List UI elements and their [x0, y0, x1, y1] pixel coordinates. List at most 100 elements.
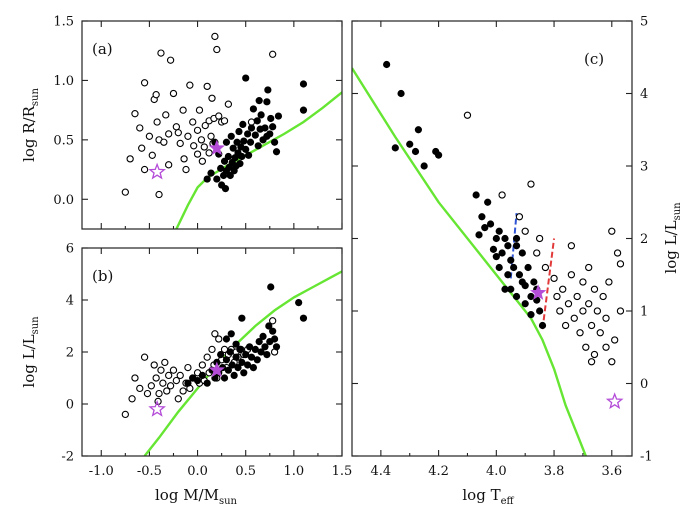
- filled-point: [240, 369, 248, 377]
- filled-point: [484, 198, 492, 206]
- filled-point: [251, 345, 259, 353]
- filled-point: [406, 140, 414, 148]
- open-point: [208, 94, 216, 102]
- filled-point: [257, 348, 265, 356]
- open-point: [550, 274, 558, 283]
- filled-point: [507, 256, 515, 264]
- open-point: [165, 130, 173, 138]
- open-point: [211, 330, 219, 338]
- y-tick-label: 4: [640, 87, 648, 102]
- filled-point: [232, 340, 240, 348]
- filled-point: [512, 234, 521, 243]
- open-point: [269, 317, 277, 325]
- filled-point: [492, 253, 500, 261]
- open-point: [136, 124, 144, 132]
- filled-point: [203, 379, 211, 387]
- open-point: [535, 234, 544, 243]
- filled-point: [244, 151, 253, 159]
- open-point: [195, 106, 204, 114]
- filled-point: [411, 147, 420, 156]
- filled-point: [221, 184, 230, 193]
- open-point: [176, 371, 184, 380]
- y-tick-label: 1.5: [53, 15, 74, 30]
- open-point: [148, 151, 156, 159]
- y-tick-label: 0.0: [53, 193, 74, 208]
- filled-point: [434, 151, 443, 159]
- filled-point: [251, 131, 259, 139]
- filled-point: [246, 138, 255, 146]
- open-point: [176, 139, 184, 148]
- open-point: [527, 180, 535, 188]
- filled-point: [249, 364, 258, 372]
- open-point: [126, 155, 134, 163]
- open-point: [205, 149, 213, 157]
- filled-point: [510, 263, 518, 272]
- open-point: [186, 81, 194, 89]
- open-point: [179, 387, 187, 395]
- open-point: [157, 49, 165, 57]
- x-tick-label: 4.2: [428, 464, 449, 479]
- filled-point: [259, 332, 267, 340]
- open-point: [585, 263, 593, 272]
- open-point: [201, 121, 209, 130]
- filled-point: [515, 271, 524, 279]
- filled-point: [257, 111, 265, 119]
- filled-point: [524, 263, 532, 272]
- open-point: [203, 82, 211, 91]
- x-tick-label: 0.5: [235, 464, 256, 479]
- panel-c-label: (c): [584, 50, 604, 68]
- y-tick-label: 0: [640, 377, 648, 392]
- filled-point: [383, 60, 391, 69]
- star-marker-open: [148, 162, 166, 180]
- filled-point: [184, 379, 192, 387]
- open-point: [521, 227, 529, 235]
- panel-b-track: [143, 270, 342, 456]
- panel-b-points: [121, 283, 308, 419]
- open-point: [182, 165, 190, 174]
- x-tick-label: 3.8: [544, 464, 565, 479]
- filled-point: [481, 224, 489, 232]
- filled-point: [475, 231, 483, 239]
- filled-point: [224, 152, 232, 161]
- open-point: [573, 292, 581, 301]
- open-point: [207, 132, 215, 140]
- filled-point: [242, 74, 250, 82]
- open-point: [121, 188, 129, 196]
- filled-point: [269, 327, 277, 335]
- star-marker-filled: [529, 284, 547, 300]
- filled-point: [263, 351, 271, 359]
- y-tick-label: 6: [66, 242, 74, 257]
- open-point: [143, 389, 152, 398]
- open-point: [184, 132, 192, 140]
- open-point: [602, 314, 610, 322]
- panel-a-label: (a): [92, 40, 113, 58]
- panel-a-points: [121, 32, 308, 199]
- filled-point: [242, 145, 250, 153]
- filled-point: [478, 213, 486, 221]
- filled-point: [527, 311, 535, 319]
- open-point: [608, 227, 616, 235]
- filled-point: [507, 285, 515, 293]
- filled-point: [527, 292, 535, 301]
- open-point: [163, 387, 171, 395]
- open-point: [582, 343, 590, 351]
- open-point: [515, 213, 524, 221]
- open-point: [567, 242, 576, 250]
- open-point: [593, 307, 602, 315]
- y-tick-label: 0.5: [53, 133, 74, 148]
- open-point: [161, 358, 169, 367]
- red-edge-line: [541, 238, 556, 330]
- filled-point: [538, 321, 547, 330]
- filled-point: [235, 127, 243, 136]
- filled-point: [504, 242, 512, 250]
- filled-point: [198, 371, 206, 379]
- filled-point: [530, 278, 538, 286]
- open-point: [136, 384, 144, 393]
- filled-point: [489, 245, 498, 253]
- filled-point: [272, 148, 281, 156]
- filled-point: [267, 114, 275, 123]
- filled-point: [299, 106, 308, 114]
- filled-point: [227, 330, 235, 338]
- x-tick-label: -0.5: [137, 464, 162, 479]
- open-point: [131, 374, 139, 382]
